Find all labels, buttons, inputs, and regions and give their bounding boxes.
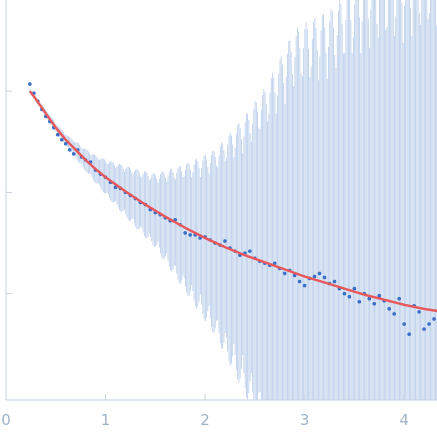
data-point-47 — [248, 249, 252, 253]
data-point-0 — [28, 82, 32, 86]
data-point-34 — [183, 231, 187, 235]
data-point-61 — [317, 271, 322, 276]
data-point-9 — [63, 141, 68, 146]
data-point-42 — [223, 239, 227, 243]
data-point-66 — [342, 291, 347, 296]
data-point-69 — [357, 299, 362, 304]
x-tick-label-2: 2 — [200, 411, 210, 429]
data-point-82 — [422, 327, 426, 331]
data-point-54 — [282, 271, 287, 276]
data-point-10 — [67, 148, 72, 152]
data-point-77 — [397, 296, 401, 301]
data-point-81 — [417, 310, 421, 314]
data-point-84 — [432, 317, 436, 321]
data-point-79 — [407, 332, 411, 336]
x-tick-label-4: 4 — [399, 411, 409, 429]
data-point-67 — [347, 294, 352, 299]
x-tick-label-0: 0 — [1, 411, 11, 429]
data-point-52 — [272, 261, 277, 266]
data-point-72 — [372, 301, 377, 306]
data-point-78 — [402, 322, 406, 326]
data-point-11 — [71, 152, 76, 156]
data-point-75 — [387, 307, 392, 311]
x-tick-label-1: 1 — [101, 411, 111, 429]
data-point-64 — [332, 279, 337, 284]
data-point-68 — [352, 286, 357, 291]
x-ticks: 0 1 2 3 4 — [1, 394, 409, 429]
data-point-8 — [59, 137, 64, 142]
data-point-7 — [55, 132, 60, 137]
data-point-35 — [188, 233, 192, 237]
fit-curve — [28, 90, 437, 313]
x-tick-label-3: 3 — [300, 411, 310, 429]
data-point-60 — [312, 274, 317, 279]
error-bars — [29, 0, 437, 400]
data-point-62 — [322, 275, 327, 280]
data-point-58 — [302, 283, 307, 288]
data-point-73 — [377, 293, 382, 298]
data-point-83 — [427, 322, 431, 326]
data-point-76 — [392, 312, 396, 316]
data-point-57 — [297, 279, 302, 284]
y-ticks — [6, 90, 12, 295]
data-point-71 — [367, 296, 372, 301]
